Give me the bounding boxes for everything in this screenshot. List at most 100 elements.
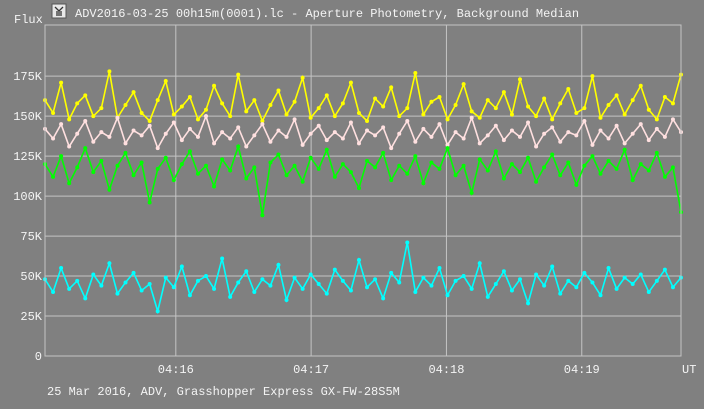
data-point-green [300,179,305,184]
data-point-cyan [461,274,466,279]
data-point-pink [670,117,675,122]
data-point-pink [99,130,104,135]
data-point-green [348,170,353,175]
data-point-green [477,157,482,162]
data-point-green [91,170,96,175]
data-point-green [316,166,321,171]
data-point-green [365,158,370,163]
data-point-green [453,173,458,178]
data-point-pink [622,141,627,146]
data-point-green [654,150,659,155]
data-point-yellow [598,115,603,120]
data-point-green [123,150,128,155]
data-point-green [606,158,611,163]
data-point-pink [260,122,265,127]
data-point-cyan [292,275,297,280]
data-point-pink [123,141,128,146]
data-point-pink [131,128,136,133]
data-point-pink [477,141,482,146]
x-tick-label: 04:17 [293,363,329,377]
app-icon [51,3,67,19]
data-point-green [421,181,426,186]
data-point-yellow [59,80,64,85]
data-point-green [517,170,522,175]
y-tick-label: 25K [20,310,42,324]
y-tick-label: 150K [13,110,43,124]
data-point-yellow [204,107,209,112]
data-point-yellow [171,112,176,117]
data-point-cyan [526,301,531,306]
data-point-yellow [630,98,635,103]
data-point-cyan [260,277,265,282]
data-point-yellow [75,101,80,106]
data-point-cyan [284,298,289,303]
data-point-green [509,162,514,167]
data-point-yellow [509,112,514,117]
data-point-yellow [308,115,313,120]
data-point-cyan [606,266,611,271]
data-point-pink [244,144,249,149]
data-point-yellow [284,112,289,117]
data-point-green [381,150,386,155]
data-point-pink [469,115,474,120]
data-point-yellow [517,77,522,82]
series-line-cyan [44,242,682,315]
data-point-pink [437,122,442,127]
data-point-cyan [212,286,217,291]
data-point-cyan [204,274,209,279]
data-point-pink [51,136,56,141]
data-point-cyan [381,296,386,301]
data-point-yellow [501,90,506,95]
data-point-pink [501,138,506,143]
data-point-yellow [83,93,88,98]
data-point-cyan [123,280,128,285]
data-point-cyan [389,270,394,275]
data-point-green [260,213,265,218]
data-point-pink [381,125,386,130]
data-point-yellow [542,96,547,101]
data-point-green [566,160,571,165]
data-point-pink [509,128,514,133]
data-point-green [622,147,627,152]
data-point-cyan [509,288,514,293]
data-point-yellow [268,102,273,107]
data-point-pink [155,146,160,151]
data-point-cyan [236,280,241,285]
data-point-cyan [654,278,659,283]
data-point-yellow [123,102,128,107]
data-point-yellow [163,78,168,83]
data-point-green [405,171,410,176]
data-point-yellow [654,117,659,122]
data-point-green [526,155,531,160]
y-tick-label: 50K [20,270,42,284]
data-point-yellow [373,96,378,101]
data-point-cyan [252,290,257,295]
data-point-pink [606,136,611,141]
data-point-pink [340,136,345,141]
series-line-yellow [44,71,682,123]
data-point-green [171,178,176,183]
data-point-green [534,179,539,184]
data-point-pink [284,134,289,139]
data-point-cyan [453,278,458,283]
data-point-yellow [566,86,571,91]
data-point-pink [228,136,233,141]
data-point-green [115,163,120,168]
data-point-pink [397,131,402,136]
data-point-yellow [228,114,233,119]
data-point-cyan [300,286,305,291]
data-point-green [244,176,249,181]
data-point-yellow [614,93,619,98]
data-point-green [646,168,651,173]
data-point-cyan [614,286,619,291]
data-point-pink [316,123,321,128]
data-point-cyan [155,309,160,314]
data-point-cyan [421,275,426,280]
data-point-yellow [340,101,345,106]
data-point-cyan [107,261,112,266]
data-point-green [356,186,361,191]
data-point-cyan [324,291,329,296]
data-point-pink [590,142,595,147]
data-point-yellow [147,118,152,123]
